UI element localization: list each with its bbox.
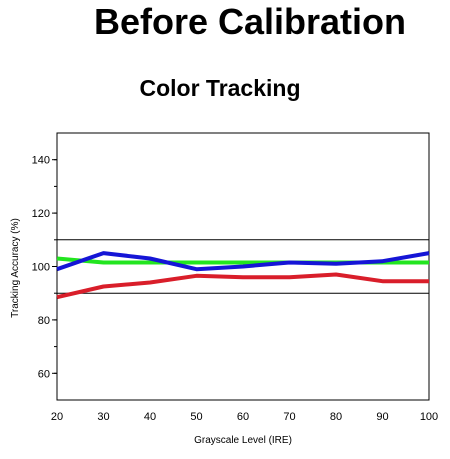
y-tick-label: 80 — [38, 315, 50, 327]
x-tick-label: 30 — [97, 411, 109, 423]
x-tick-label: 20 — [51, 411, 63, 423]
series-line-3 — [56, 251, 430, 272]
x-tick-label: 80 — [330, 411, 342, 423]
series-lines — [56, 251, 430, 300]
y-tick-label: 120 — [32, 208, 50, 220]
x-tick-label: 40 — [144, 411, 156, 423]
x-axis-ticks: 20 30 40 50 60 70 80 90 100 — [51, 411, 438, 423]
chart-title: Color Tracking — [139, 75, 301, 101]
series-line-2 — [56, 272, 429, 300]
reference-lines — [57, 239, 429, 294]
page-headline: Before Calibration — [93, 1, 407, 42]
y-axis-label: Tracking Accuracy (%) — [10, 218, 21, 318]
y-tick-label: 60 — [38, 368, 50, 380]
y-tick-label: 100 — [32, 262, 50, 274]
x-tick-label: 60 — [237, 411, 249, 423]
x-tick-label: 50 — [190, 411, 202, 423]
y-tick-label: 140 — [32, 155, 50, 167]
x-tick-label: 90 — [376, 411, 388, 423]
x-axis-label: Grayscale Level (IRE) — [194, 435, 292, 446]
y-axis-ticks: 60 80 100 120 140 — [32, 155, 57, 380]
x-tick-label: 70 — [283, 411, 295, 423]
x-tick-label: 100 — [420, 411, 438, 423]
